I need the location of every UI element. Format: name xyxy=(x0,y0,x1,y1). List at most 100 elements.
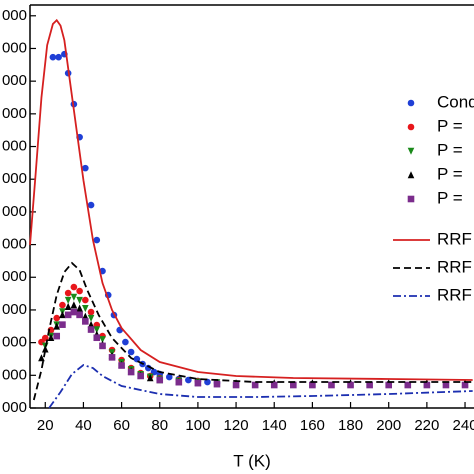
data-point xyxy=(64,289,72,297)
data-point xyxy=(59,311,66,319)
legend-label: P = xyxy=(437,116,463,135)
data-point xyxy=(309,381,316,389)
x-tick-label: 40 xyxy=(75,417,92,434)
x-tick-label: 180 xyxy=(338,417,363,434)
data-point xyxy=(290,381,297,389)
x-axis-label: T (K) xyxy=(233,451,270,470)
data-point xyxy=(70,293,78,301)
data-point xyxy=(270,381,278,389)
data-point xyxy=(70,301,78,309)
data-point xyxy=(328,381,335,389)
data-line xyxy=(32,261,473,401)
data-point xyxy=(194,379,202,387)
x-tick-label: 220 xyxy=(414,417,439,434)
data-point xyxy=(64,296,72,304)
data-point xyxy=(53,322,61,330)
data-point xyxy=(87,201,95,209)
data-point xyxy=(118,362,125,369)
data-point xyxy=(404,381,412,389)
data-point xyxy=(53,314,61,322)
data-line xyxy=(48,364,473,409)
y-tick-label: 000 xyxy=(2,399,27,416)
data-point xyxy=(55,53,62,61)
x-tick-label: 200 xyxy=(376,417,401,434)
data-point xyxy=(82,305,89,313)
data-point xyxy=(251,381,259,389)
data-point xyxy=(87,314,95,322)
data-point xyxy=(461,381,469,389)
legend-label: P = xyxy=(437,164,463,183)
legend-swatch xyxy=(407,195,415,203)
legend-label: Cond xyxy=(437,92,474,111)
data-point xyxy=(232,381,240,389)
data-point xyxy=(347,381,354,389)
data-point xyxy=(156,376,164,384)
y-tick-label: 000 xyxy=(2,39,27,56)
data-line xyxy=(29,18,473,381)
data-point xyxy=(82,318,89,325)
legend-label: RRF xyxy=(437,257,472,276)
data-point xyxy=(366,381,373,389)
y-tick-label: 000 xyxy=(2,301,27,318)
y-tick-label: 000 xyxy=(2,170,27,187)
x-tick-label: 80 xyxy=(151,417,168,434)
data-point xyxy=(99,342,106,350)
data-point xyxy=(70,283,78,291)
y-tick-label: 000 xyxy=(2,105,27,122)
data-point xyxy=(175,378,183,386)
data-point xyxy=(99,336,106,344)
legend-swatch xyxy=(407,147,415,155)
y-tick-label: 000 xyxy=(2,236,27,253)
y-tick-label: 000 xyxy=(2,366,27,383)
data-point xyxy=(38,354,45,362)
data-point xyxy=(204,378,211,386)
x-tick-label: 60 xyxy=(113,417,130,434)
x-tick-label: 240 xyxy=(453,417,474,434)
data-point xyxy=(76,311,83,319)
data-point xyxy=(87,308,95,316)
y-tick-label: 000 xyxy=(2,137,27,154)
x-tick-label: 20 xyxy=(37,417,54,434)
data-point xyxy=(76,296,83,304)
legend-swatch xyxy=(407,171,415,179)
data-point xyxy=(41,345,49,353)
data-point xyxy=(127,368,135,376)
data-point xyxy=(76,287,83,295)
legend-swatch xyxy=(407,123,415,131)
data-point xyxy=(82,164,89,172)
legend-label: P = xyxy=(437,188,463,207)
data-point xyxy=(93,326,101,334)
x-tick-label: 160 xyxy=(300,417,325,434)
data-point xyxy=(385,381,393,389)
data-point xyxy=(82,312,89,320)
data-point xyxy=(108,354,116,361)
data-point xyxy=(64,311,72,319)
data-point xyxy=(76,304,83,312)
data-point xyxy=(146,374,154,382)
data-point xyxy=(49,53,57,61)
data-point xyxy=(213,380,221,388)
data-point xyxy=(47,333,55,342)
data-point xyxy=(165,373,173,381)
legend-label: RRF xyxy=(437,285,472,304)
data-point xyxy=(423,381,431,389)
x-tick-label: 140 xyxy=(262,417,287,434)
data-point xyxy=(87,320,95,328)
data-point xyxy=(82,296,89,304)
x-tick-label: 120 xyxy=(224,417,249,434)
data-point xyxy=(442,381,450,389)
legend-swatch xyxy=(407,99,415,107)
y-tick-label: 000 xyxy=(2,72,27,89)
y-tick-label: 000 xyxy=(2,268,27,285)
data-point xyxy=(137,372,144,380)
data-point xyxy=(122,338,129,346)
legend-label: P = xyxy=(437,140,463,159)
data-point xyxy=(53,332,61,340)
data-point xyxy=(127,348,135,356)
data-point xyxy=(87,326,95,333)
data-point xyxy=(93,334,101,342)
y-tick-label: 000 xyxy=(2,334,27,351)
data-point xyxy=(70,308,78,316)
y-tick-label: 000 xyxy=(2,203,27,220)
